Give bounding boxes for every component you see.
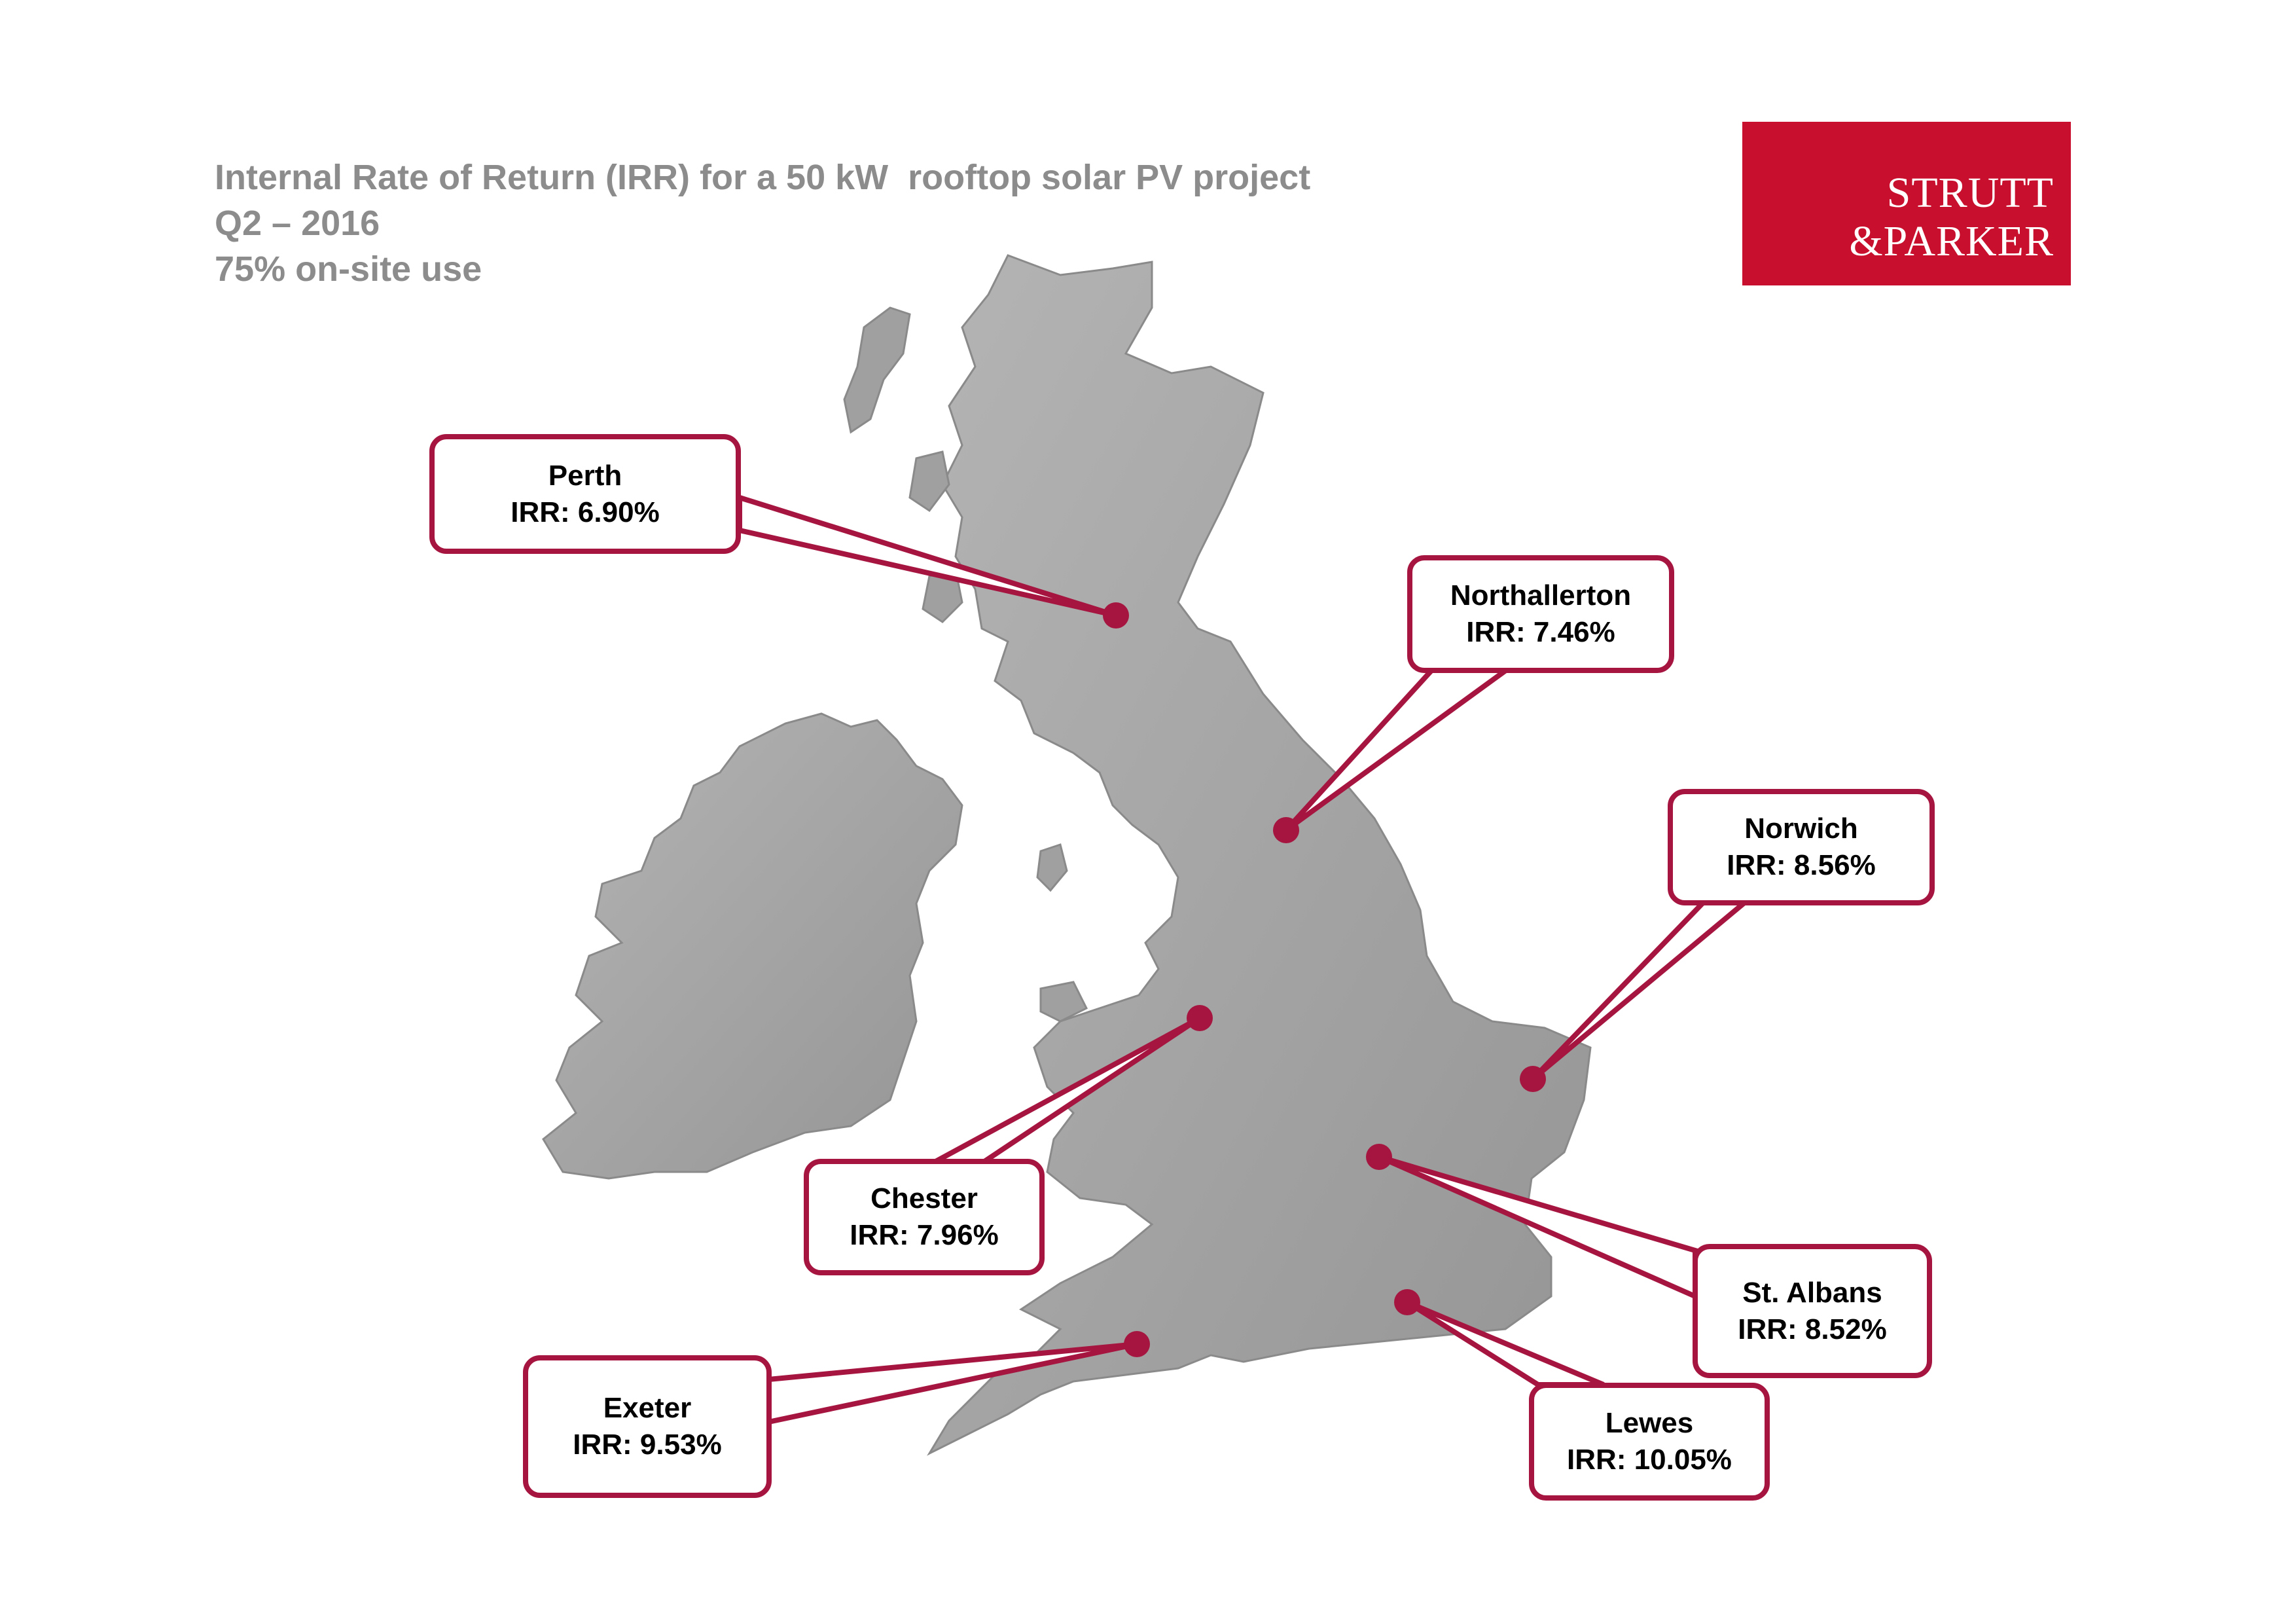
- title-line-3: 75% on-site use: [215, 249, 482, 289]
- callout-chester: Chester IRR: 7.96%: [804, 1159, 1045, 1275]
- isle-of-man: [1036, 843, 1068, 892]
- location-name: Perth: [548, 459, 622, 492]
- norwich-dot: [1520, 1066, 1546, 1092]
- callout-perth: Perth IRR: 6.90%: [429, 434, 741, 554]
- strutt-parker-logo: STRUTT &PARKER: [1742, 122, 2071, 285]
- location-irr: IRR: 7.96%: [850, 1219, 999, 1251]
- location-name: St. Albans: [1742, 1276, 1882, 1309]
- callout-st-albans: St. Albans IRR: 8.52%: [1693, 1244, 1932, 1378]
- location-irr: IRR: 7.46%: [1466, 616, 1615, 648]
- callout-norwich: Norwich IRR: 8.56%: [1668, 789, 1935, 905]
- location-irr: IRR: 8.52%: [1738, 1313, 1887, 1345]
- location-irr: IRR: 9.53%: [573, 1429, 722, 1461]
- title-line-2: Q2 – 2016: [215, 204, 380, 243]
- exeter-pointer: [766, 1341, 1138, 1425]
- perth-dot: [1103, 602, 1129, 629]
- location-dots: [1103, 602, 1546, 1357]
- logo-line-1: STRUTT: [1886, 169, 2054, 217]
- location-irr: IRR: 10.05%: [1567, 1444, 1732, 1476]
- title-line-1: Internal Rate of Return (IRR) for a 50 k…: [215, 158, 1311, 197]
- logo-line-2: &PARKER: [1849, 217, 2054, 265]
- northallerton-pointer: [1284, 659, 1527, 833]
- location-name: Exeter: [603, 1392, 692, 1424]
- ireland-landmass: [542, 712, 963, 1180]
- lewes-dot: [1394, 1289, 1420, 1315]
- callout-lewes: Lewes IRR: 10.05%: [1529, 1383, 1770, 1501]
- st-albans-dot: [1366, 1144, 1392, 1170]
- callout-exeter: Exeter IRR: 9.53%: [523, 1355, 772, 1498]
- location-name: Norwich: [1744, 812, 1858, 845]
- outer-hebrides: [843, 306, 911, 434]
- location-name: Chester: [870, 1182, 978, 1214]
- location-irr: IRR: 6.90%: [511, 496, 660, 528]
- northallerton-dot: [1273, 817, 1299, 843]
- location-irr: IRR: 8.56%: [1727, 849, 1876, 881]
- page-title: Internal Rate of Return (IRR) for a 50 k…: [215, 155, 1310, 292]
- exeter-dot: [1124, 1331, 1150, 1357]
- callout-northallerton: Northallerton IRR: 7.46%: [1407, 555, 1674, 673]
- great-britain-landmass: [927, 254, 1592, 1456]
- anglesey: [1039, 981, 1088, 1023]
- chester-dot: [1187, 1005, 1213, 1031]
- norwich-pointer: [1531, 881, 1775, 1082]
- location-name: Northallerton: [1450, 579, 1632, 611]
- location-name: Lewes: [1605, 1407, 1694, 1439]
- inner-hebrides: [908, 450, 950, 513]
